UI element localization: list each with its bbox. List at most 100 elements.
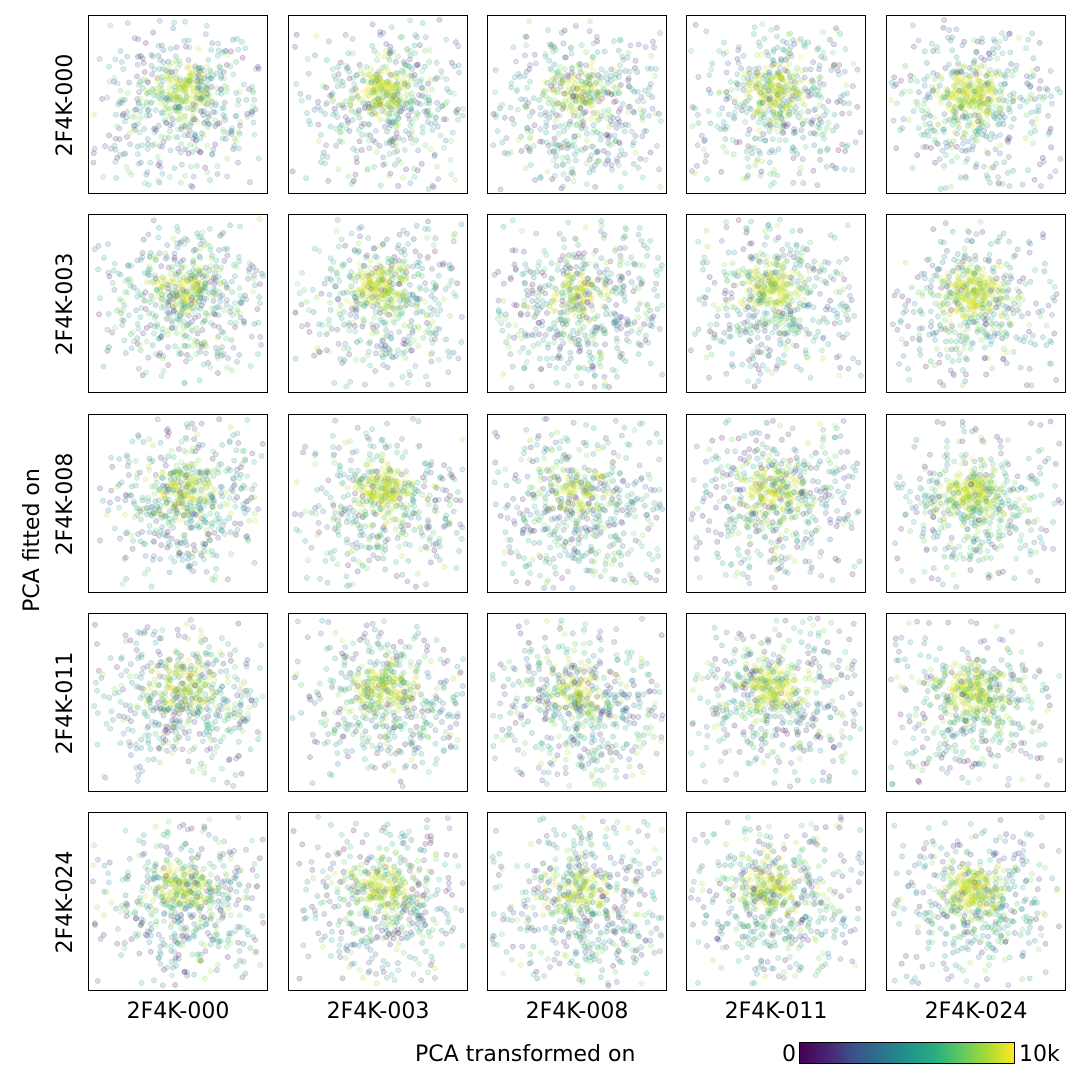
scatter-point (323, 100, 330, 106)
scatter-point (1028, 91, 1034, 98)
scatter-point (152, 257, 159, 263)
scatter-point (635, 341, 642, 348)
scatter-point (159, 285, 165, 292)
scatter-point (188, 301, 194, 307)
scatter-point (657, 30, 663, 36)
scatter-point (594, 38, 601, 44)
scatter-point (190, 91, 196, 97)
scatter-point (212, 311, 219, 318)
scatter-point (585, 260, 592, 267)
scatter-point (995, 174, 1001, 180)
scatter-point (197, 68, 203, 74)
scatter-point (406, 333, 412, 340)
scatter-point (207, 247, 214, 253)
scatter-point (156, 159, 163, 166)
scatter-point (405, 82, 412, 88)
scatter-point (388, 285, 395, 292)
scatter-point (154, 287, 160, 294)
scatter-point (155, 52, 162, 59)
scatter-point (832, 165, 839, 172)
scatter-point (934, 72, 941, 78)
scatter-point (953, 144, 960, 150)
scatter-point (385, 259, 392, 266)
scatter-point (119, 322, 126, 328)
scatter-point (367, 277, 374, 283)
scatter-point (394, 101, 401, 107)
scatter-point (436, 261, 443, 268)
scatter-point (368, 270, 375, 276)
scatter-point (1005, 138, 1011, 145)
scatter-point (572, 79, 578, 86)
scatter-point (216, 304, 223, 311)
scatter-point (153, 85, 160, 92)
scatter-point (607, 118, 614, 125)
scatter-point (177, 290, 184, 297)
scatter-point (774, 33, 780, 40)
scatter-point (354, 293, 361, 299)
scatter-point (957, 174, 964, 181)
scatter-point (505, 343, 512, 350)
scatter-point (409, 327, 416, 334)
scatter-point (390, 119, 396, 126)
scatter-point (120, 111, 127, 117)
scatter-point (165, 106, 172, 112)
scatter-point (551, 157, 557, 164)
scatter-point (854, 104, 861, 110)
scatter-point (584, 73, 591, 80)
scatter-point (130, 125, 137, 131)
scatter-point (580, 71, 586, 78)
scatter-point (574, 96, 581, 102)
scatter-point (102, 143, 108, 149)
scatter-point (191, 274, 197, 281)
scatter-point (221, 75, 227, 82)
scatter-point (786, 74, 793, 81)
scatter-point (1049, 100, 1055, 107)
scatter-point (368, 87, 375, 94)
scatter-point (175, 309, 182, 316)
scatter-point (380, 265, 387, 271)
scatter-point (386, 304, 393, 310)
scatter-point (199, 130, 205, 137)
scatter-point (978, 104, 984, 111)
scatter-point (764, 95, 771, 102)
scatter-point (427, 352, 434, 358)
scatter-point (445, 369, 452, 376)
scatter-point (377, 243, 383, 249)
scatter-point (404, 338, 410, 345)
scatter-point (766, 72, 772, 78)
scatter-point (212, 275, 219, 281)
scatter-point (442, 101, 448, 107)
scatter-point (174, 108, 181, 115)
scatter-point (764, 76, 771, 83)
scatter-point (197, 75, 203, 81)
scatter-point (144, 169, 151, 176)
scatter-point (925, 73, 931, 80)
scatter-point (990, 74, 997, 81)
scatter-point (182, 332, 189, 339)
scatter-point (204, 94, 210, 101)
scatter-point (246, 86, 252, 92)
scatter-point (779, 117, 785, 124)
scatter-point (170, 96, 176, 103)
scatter-point (400, 260, 406, 266)
scatter-point (427, 311, 434, 318)
scatter-point (412, 50, 418, 56)
scatter-point (112, 135, 119, 142)
scatter-point (220, 69, 227, 75)
scatter-point (617, 314, 624, 320)
scatter-point (985, 83, 992, 90)
scatter-point (376, 75, 383, 81)
scatter-point (858, 373, 864, 379)
scatter-point (135, 81, 142, 88)
scatter-point (550, 308, 557, 315)
scatter-point (580, 119, 586, 126)
scatter-point (586, 81, 593, 87)
scatter-point (740, 81, 747, 88)
scatter-point (499, 101, 506, 108)
scatter-point (937, 186, 944, 192)
scatter-point (598, 353, 605, 360)
scatter-point (176, 57, 182, 64)
scatter-point (171, 256, 177, 263)
scatter-point (174, 224, 180, 230)
scatter-point (192, 246, 199, 253)
